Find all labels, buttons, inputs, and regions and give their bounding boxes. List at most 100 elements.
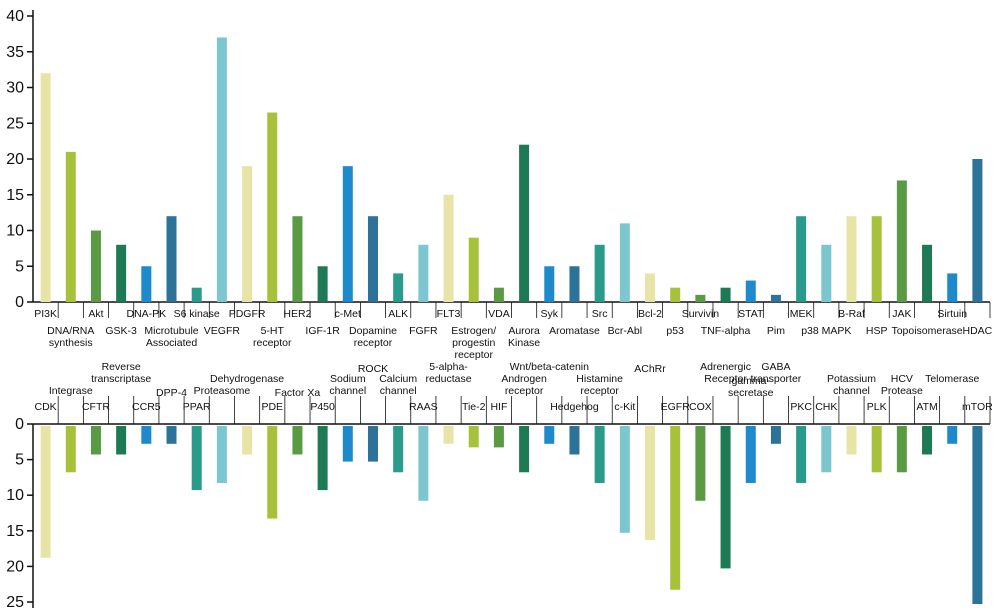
bar-raas [418,426,429,501]
bottom-category-label-atm: ATM [916,401,937,413]
top-category-label-hdac: HDAC [963,325,993,337]
bar-histamine-receptor [594,426,605,483]
bar-p38-mapk [821,244,832,302]
bar-androgen-receptor [519,426,530,473]
top-category-label-stat: STAT [738,308,764,320]
top-category-label-estrogen-progestin-receptor: Estrogen/progestin receptor [451,325,496,361]
top-category-label-fgfr: FGFR [409,325,438,337]
bar-her2 [292,216,303,302]
top-category-label-microtubule-associated: Microtubule Associated [144,325,198,349]
bottom-category-label-hif: HIF [490,401,507,413]
bar-reverse-transcriptase [116,426,127,455]
top-category-label-dopamine-receptor: Dopamine receptor [349,325,397,349]
bottom-y-tick-label: 0 [15,416,24,433]
top-y-tick-label: 20 [6,151,24,168]
bottom-category-label-pkc: PKC [790,401,812,413]
bar-aromatase [569,266,580,302]
bar-pde [267,426,278,519]
bottom-category-label-mtor: mTOR [962,401,993,413]
bottom-category-label-wnt-beta-catenin: Wnt/beta-catenin [510,361,590,373]
top-category-label-vegfr: VEGFR [204,325,241,337]
bottom-y-tick-label: 10 [6,487,24,504]
top-category-label-p53: p53 [666,325,684,337]
bar-potassium-channel [846,426,857,455]
bar-gamma-secretase [745,426,756,483]
bar-estrogen-progestin-receptor [468,237,479,302]
bottom-category-label-potassium-channel: Potassium channel [827,373,876,397]
bar-cdk [40,426,51,558]
bottom-category-label-ppar: PPAR [183,401,211,413]
top-y-tick-label: 25 [6,115,24,132]
bar-fgfr [418,244,429,302]
top-category-label-her2: HER2 [283,308,311,320]
bar-plk [871,426,882,473]
bar-aurora-kinase [519,144,530,302]
bar-hdac [972,159,983,302]
bar-dopamine-receptor [367,216,378,302]
bottom-category-label-pde: PDE [261,401,283,413]
bottom-category-label-sodium-channel: Sodium channel [329,373,366,397]
bar-sodium-channel [342,426,353,462]
bottom-category-label-tie-2: Tie-2 [462,401,486,413]
bar-ppar [191,426,202,491]
bar-cox [695,426,706,501]
bar-b-raf [846,216,857,302]
bar-s6-kinase [191,287,202,302]
top-category-label-dna-pk: DNA-PK [126,308,166,320]
bar-hif [493,426,504,448]
top-category-label-igf-1r: IGF-1R [305,325,340,337]
bottom-category-label-egfr: EGFR [661,401,691,413]
top-category-label-c-met: c-Met [335,308,361,320]
bar-hcv-protease [896,426,907,473]
top-category-label-hsp: HSP [866,325,888,337]
bar-tnf-alpha [720,287,731,302]
top-category-label-bcl-2: Bcl-2 [638,308,662,320]
top-bar-chart: 0 5 10 15 20 25 30 35 40 PI3K DNA/RNA synthesis AktG… [6,8,992,361]
bar-pim [770,294,781,302]
bottom-category-label-gaba-transporter: GABA transporter [751,361,802,385]
bottom-bar-chart: 0 5 10 15 20 25 CDK Integrase CFTR Reverse transcr… [6,361,993,611]
bar-p53 [670,287,681,302]
top-category-label-src: Src [592,308,608,320]
bar-sirtuin [947,273,958,302]
bottom-y-tick-label: 20 [6,558,24,575]
top-category-label-akt: Akt [88,308,103,320]
bar-adrenergic-receptor [720,426,731,569]
bar-dna-pk [141,266,152,302]
bar-dehydrogenase [242,426,253,455]
top-category-label-pdgfr: PDGFR [229,308,266,320]
top-category-label-dna-rna-synthesis: DNA/RNA synthesis [47,325,94,349]
bar-integrase [65,426,76,473]
bar-stat [745,280,756,302]
top-category-label-s6-kinase: S6 kinase [174,308,220,320]
bar-src [594,244,605,302]
bottom-category-label-c-kit: c-Kit [614,401,635,413]
bar-hedgehog [569,426,580,455]
bar-dna-rna-synthesis [65,151,76,302]
bottom-category-label-adrenergic-receptor: Adrenergic Receptor [700,361,751,385]
bottom-category-label-hedgehog: Hedgehog [550,401,599,413]
bottom-category-label-plk: PLK [867,401,887,413]
bar-c-kit [619,426,630,533]
bar-tie-2 [468,426,479,448]
bottom-category-label-chk: CHK [815,401,837,413]
top-category-label-syk: Syk [541,308,559,320]
bar-ccr5 [141,426,152,444]
top-y-tick-label: 40 [6,8,24,25]
bottom-category-label-achrr: AChRr [634,363,666,375]
bar-hsp [871,216,882,302]
bottom-category-label-cftr: CFTR [82,401,110,413]
bar-akt [90,230,101,302]
top-category-label-flt3: FLT3 [437,308,461,320]
bottom-category-label-histamine-receptor: Histamine receptor [576,373,623,397]
top-category-label-alk: ALK [388,308,408,320]
bar-igf-1r [317,266,328,302]
top-category-label-bcr-abl: Bcr-Abl [608,325,642,337]
bar-p450 [317,426,328,491]
bar-topoisomerase [922,244,933,302]
bottom-y-tick-label: 5 [15,452,24,469]
bottom-category-label-5-alpha-reductase: 5-alpha-reductase [425,361,471,385]
top-y-tick-label: 30 [6,80,24,97]
bar-atm [922,426,933,455]
bar-5-alpha-reductase [443,426,454,444]
